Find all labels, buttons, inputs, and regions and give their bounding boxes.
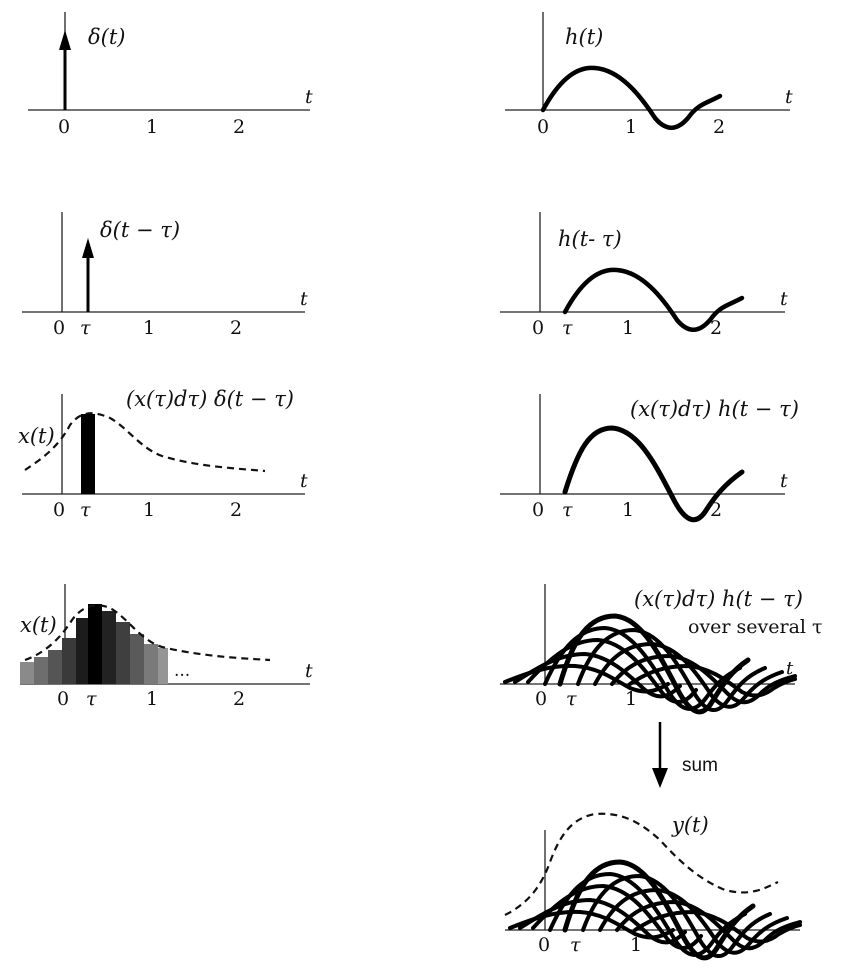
response-curve [628, 664, 797, 698]
sample-bar-tau [88, 604, 102, 684]
tick-label-1: 1 [146, 116, 158, 138]
arrowhead-icon [59, 30, 71, 50]
tick-label-2: 2 [713, 116, 725, 138]
tick-label-tau: τ [80, 499, 91, 521]
tick-label-0: 0 [53, 499, 65, 521]
response-curve-tau [557, 613, 751, 715]
sample-bar [130, 634, 144, 684]
output-signal-dashed [504, 812, 779, 916]
tick-label-0: 0 [57, 688, 69, 710]
panel1-right: h(t) t 0 1 2 [505, 12, 793, 138]
output-label: y(t) [671, 813, 709, 837]
sample-bar [116, 622, 130, 684]
panel3-right: (x(τ)dτ) h(t − τ) t 0 τ 1 2 [500, 394, 799, 523]
tick-label-2: 2 [233, 688, 245, 710]
axis-var-label: t [305, 660, 313, 682]
tick-label-1: 1 [625, 116, 637, 138]
tick-label-2: 2 [230, 499, 242, 521]
signal-label: x(t) [20, 613, 57, 637]
tick-label-0: 0 [58, 116, 70, 138]
signal-label: x(t) [18, 424, 55, 448]
sum-label: sum [682, 755, 718, 776]
sample-bar [76, 618, 90, 684]
shifted-response-curve [562, 267, 745, 332]
response-curve [576, 628, 767, 712]
sum-arrow: sum [652, 722, 718, 788]
tick-label-tau: τ [86, 688, 97, 710]
tick-label-tau: τ [566, 688, 577, 710]
panel4-left: x(t) ... t 0 τ 1 2 [20, 584, 313, 710]
response-curve [615, 900, 802, 951]
panel1-left: δ(t) t 0 1 2 [28, 12, 313, 138]
panel5: y(t) 0 τ 1 [504, 812, 802, 961]
sample-bar [144, 644, 158, 684]
sample-bar [62, 638, 76, 684]
tick-label-2: 2 [710, 317, 722, 339]
axis-var-label: t [786, 658, 794, 679]
panel3-left: x(t) (x(τ)dτ) δ(t − τ) t 0 τ 1 2 [18, 387, 308, 521]
tick-label-0: 0 [532, 499, 544, 521]
sample-bar [102, 611, 116, 684]
tick-label-0: 0 [532, 317, 544, 339]
axis-var-label: t [780, 288, 788, 310]
ellipsis-label: ... [174, 661, 190, 681]
tick-label-tau: τ [562, 317, 573, 339]
input-signal-dashed [24, 604, 271, 662]
down-arrow-icon [652, 768, 668, 788]
panel2-right: h(t- τ) t 0 τ 1 2 [500, 212, 788, 339]
sample-bar [48, 650, 62, 684]
response-curve-tau [562, 859, 756, 961]
shifted-delta-label: δ(t − τ) [100, 218, 180, 242]
tick-label-0: 0 [53, 317, 65, 339]
weighted-impulse-bar [81, 414, 95, 494]
tick-label-0: 0 [535, 688, 547, 710]
sample-bar [34, 657, 48, 684]
tick-label-2: 2 [233, 116, 245, 138]
tick-label-2: 2 [710, 499, 722, 521]
input-signal-dashed [24, 412, 266, 473]
sample-bar [20, 662, 34, 684]
axis-var-label: t [300, 470, 308, 492]
panel4-right: (x(τ)dτ) h(t − τ) over several τ t 0 τ 1 [500, 584, 823, 715]
h-label: h(t) [565, 25, 603, 49]
panel2-left: δ(t − τ) t 0 τ 1 2 [22, 212, 308, 339]
tick-label-0: 0 [538, 934, 550, 956]
tick-label-0: 0 [537, 116, 549, 138]
sample-bar [158, 648, 168, 684]
axis-var-label: t [785, 86, 793, 108]
tick-label-1: 1 [143, 499, 155, 521]
tick-label-tau: τ [80, 317, 91, 339]
delta-label: δ(t) [88, 25, 125, 49]
response-curve [633, 910, 802, 944]
tick-label-1: 1 [622, 499, 634, 521]
impulse-response-curve [540, 65, 723, 130]
response-curve [610, 654, 797, 705]
tick-label-tau: τ [570, 934, 581, 956]
response-curve [593, 642, 784, 709]
weighted-h-label: (x(τ)dτ) h(t − τ) [634, 587, 803, 611]
axis-var-label: t [300, 288, 308, 310]
shifted-h-label: h(t- τ) [558, 227, 622, 251]
tick-label-2: 2 [230, 317, 242, 339]
arrowhead-icon [82, 238, 94, 258]
over-several-tau-label: over several τ [688, 616, 823, 638]
tick-label-1: 1 [625, 688, 637, 710]
response-curve [581, 874, 772, 958]
axis-var-label: t [780, 470, 788, 492]
response-curve [598, 888, 789, 955]
weighted-delta-label: (x(τ)dτ) δ(t − τ) [126, 387, 294, 411]
weighted-response-curve [562, 425, 745, 523]
weighted-h-label: (x(τ)dτ) h(t − τ) [630, 397, 799, 421]
tick-label-tau: τ [562, 499, 573, 521]
tick-label-1: 1 [622, 317, 634, 339]
tick-label-1: 1 [630, 934, 642, 956]
tick-label-1: 1 [146, 688, 158, 710]
tick-label-1: 1 [143, 317, 155, 339]
axis-var-label: t [305, 86, 313, 108]
